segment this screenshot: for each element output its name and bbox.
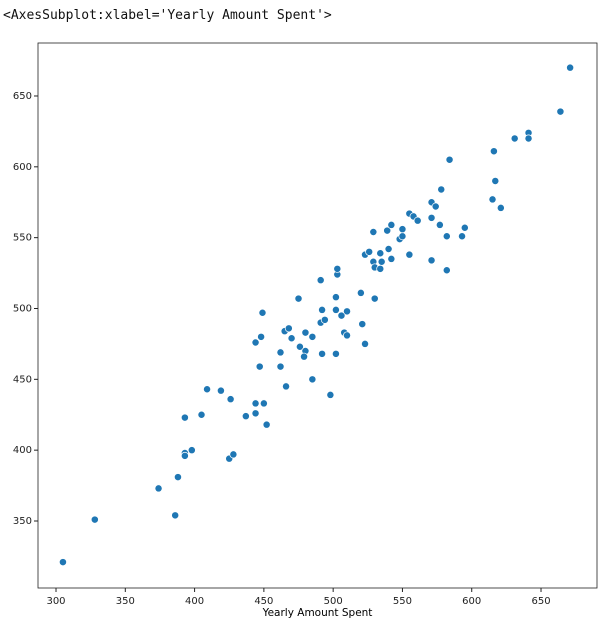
point bbox=[458, 232, 466, 241]
point bbox=[318, 305, 327, 314]
point bbox=[460, 223, 469, 232]
point bbox=[398, 232, 407, 241]
y-tick-label: 450 bbox=[13, 374, 32, 385]
point bbox=[437, 185, 446, 194]
point bbox=[187, 446, 196, 455]
point bbox=[284, 324, 293, 333]
point bbox=[58, 558, 67, 567]
point bbox=[370, 294, 379, 303]
point bbox=[257, 332, 266, 341]
x-tick-label: 500 bbox=[324, 596, 343, 607]
point bbox=[491, 177, 500, 185]
point bbox=[301, 328, 310, 337]
point bbox=[294, 294, 303, 303]
point bbox=[365, 247, 374, 256]
point bbox=[377, 257, 386, 266]
point bbox=[445, 155, 454, 164]
point bbox=[251, 409, 260, 418]
point bbox=[255, 362, 264, 371]
point bbox=[376, 264, 385, 273]
point bbox=[413, 216, 422, 225]
point bbox=[295, 342, 304, 351]
point bbox=[358, 320, 367, 329]
point bbox=[287, 334, 296, 343]
point bbox=[216, 386, 225, 395]
point bbox=[180, 451, 189, 460]
point bbox=[154, 484, 163, 493]
point bbox=[203, 385, 212, 394]
point bbox=[343, 307, 351, 316]
axes-frame bbox=[37, 42, 598, 589]
point bbox=[387, 254, 396, 263]
y-tick-label: 400 bbox=[13, 445, 32, 456]
point bbox=[384, 245, 393, 253]
x-tick-label: 350 bbox=[116, 596, 135, 607]
point bbox=[387, 220, 396, 229]
point bbox=[171, 511, 180, 520]
point bbox=[343, 331, 351, 340]
point bbox=[333, 264, 342, 273]
point bbox=[308, 375, 317, 384]
point bbox=[258, 308, 267, 317]
point bbox=[566, 63, 575, 72]
point bbox=[427, 256, 436, 265]
point bbox=[331, 293, 340, 302]
point bbox=[435, 220, 444, 229]
y-tick-label: 500 bbox=[13, 303, 32, 314]
point bbox=[251, 399, 260, 408]
point bbox=[431, 202, 440, 211]
point bbox=[442, 266, 451, 275]
point bbox=[262, 420, 271, 429]
point bbox=[405, 250, 414, 259]
y-tick-label: 600 bbox=[13, 162, 32, 173]
point bbox=[369, 228, 378, 236]
point bbox=[442, 232, 451, 241]
point bbox=[300, 352, 309, 361]
x-tick-label: 550 bbox=[393, 596, 412, 607]
point bbox=[226, 395, 235, 404]
x-tick-label: 300 bbox=[46, 596, 65, 607]
point bbox=[282, 382, 290, 391]
point bbox=[276, 348, 285, 357]
output-text: <AxesSubplot:xlabel='Yearly Amount Spent… bbox=[3, 8, 332, 23]
x-tick-label: 400 bbox=[185, 596, 204, 607]
point bbox=[90, 515, 99, 524]
point bbox=[488, 195, 497, 204]
point bbox=[398, 225, 407, 234]
point bbox=[259, 399, 268, 408]
y-tick-label: 550 bbox=[13, 233, 32, 244]
point bbox=[276, 362, 285, 371]
point bbox=[376, 249, 385, 258]
point bbox=[251, 338, 260, 347]
x-tick-label: 450 bbox=[254, 596, 273, 607]
point bbox=[489, 147, 498, 156]
point bbox=[337, 311, 346, 320]
point bbox=[496, 203, 505, 212]
point bbox=[331, 349, 340, 358]
point bbox=[361, 339, 369, 348]
point bbox=[308, 332, 317, 341]
point bbox=[331, 305, 340, 314]
point bbox=[180, 413, 189, 422]
x-axis-label: Yearly Amount Spent bbox=[262, 607, 373, 619]
point bbox=[383, 226, 392, 235]
point bbox=[241, 412, 250, 421]
point bbox=[356, 288, 365, 297]
x-tick-label: 600 bbox=[462, 596, 481, 607]
y-tick-label: 350 bbox=[13, 516, 32, 527]
point bbox=[316, 276, 325, 285]
point bbox=[318, 349, 327, 358]
x-tick-label: 650 bbox=[531, 596, 550, 607]
point bbox=[197, 410, 206, 419]
point bbox=[229, 450, 238, 459]
point bbox=[524, 134, 533, 143]
y-tick-label: 650 bbox=[13, 91, 32, 102]
point bbox=[326, 390, 335, 399]
point bbox=[556, 107, 565, 116]
point bbox=[427, 213, 436, 222]
point bbox=[320, 315, 329, 324]
point bbox=[510, 134, 519, 143]
point bbox=[174, 473, 182, 482]
